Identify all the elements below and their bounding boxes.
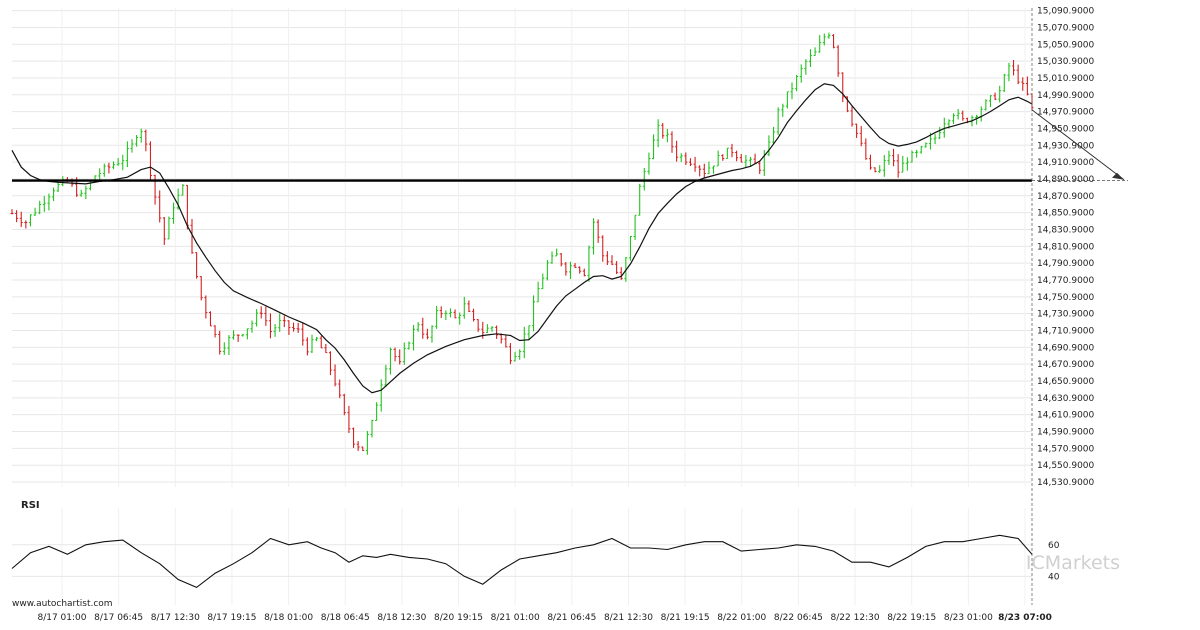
candlestick-series — [10, 32, 1034, 455]
rsi-grid — [12, 544, 1032, 577]
time-tick-label: 8/22 06:45 — [774, 613, 823, 623]
moving-average-series — [11, 83, 1033, 394]
price-tick-label: 15,070.9000 — [1037, 23, 1095, 33]
time-tick-label: 8/17 12:30 — [151, 613, 200, 623]
price-tick-label: 14,830.9000 — [1037, 225, 1095, 235]
moving-average-line — [11, 83, 1033, 394]
time-axis: 8/17 01:00 8/17 06:45 8/17 12:30 8/17 19:15… — [37, 613, 1051, 623]
time-tick-label: 8/18 01:00 — [264, 613, 313, 623]
broker-watermark: ICMarkets — [1026, 552, 1120, 574]
support-level-group — [12, 8, 1128, 605]
price-tick-label: 14,610.9000 — [1037, 411, 1095, 421]
price-tick-label: 14,910.9000 — [1037, 158, 1095, 168]
time-tick-label: 8/23 01:00 — [944, 613, 993, 623]
rsi-series — [11, 534, 1033, 589]
price-axis: 15,090.9000 15,070.9000 15,050.9000 15,030.… — [1037, 7, 1095, 488]
price-tick-label: 14,870.9000 — [1037, 192, 1095, 202]
price-tick-label: 15,090.9000 — [1037, 7, 1095, 17]
price-tick-label: 14,950.9000 — [1037, 124, 1095, 134]
time-tick-label: 8/17 19:15 — [207, 613, 256, 623]
rsi-tick-label: 40 — [1048, 572, 1060, 582]
time-tick-label: 8/22 01:00 — [717, 613, 766, 623]
projection-arrow-head — [1112, 172, 1124, 180]
price-tick-label: 14,630.9000 — [1037, 394, 1095, 404]
price-tick-label: 14,730.9000 — [1037, 310, 1095, 320]
time-tick-label: 8/22 12:30 — [831, 613, 880, 623]
time-tick-label: 8/18 06:45 — [321, 613, 370, 623]
price-tick-label: 14,810.9000 — [1037, 242, 1095, 252]
time-tick-label: 8/17 01:00 — [37, 613, 86, 623]
time-tick-label: 8/21 01:00 — [491, 613, 540, 623]
rsi-axis: 60 40 — [1048, 541, 1060, 583]
time-tick-label: 8/20 19:15 — [434, 613, 483, 623]
price-tick-label: 14,570.9000 — [1037, 444, 1095, 454]
time-tick-label: 8/17 06:45 — [94, 613, 143, 623]
time-tick-label: 8/21 06:45 — [547, 613, 596, 623]
price-tick-label: 14,690.9000 — [1037, 343, 1095, 353]
price-tick-label: 14,530.9000 — [1037, 478, 1095, 488]
price-tick-label: 14,590.9000 — [1037, 428, 1095, 438]
rsi-line — [11, 534, 1033, 589]
price-tick-label: 14,970.9000 — [1037, 108, 1095, 118]
projection-arrow-line — [1031, 109, 1125, 181]
price-tick-label: 15,050.9000 — [1037, 40, 1095, 50]
price-tick-label: 14,790.9000 — [1037, 259, 1095, 269]
time-tick-label: 8/18 12:30 — [377, 613, 426, 623]
time-tick-label: 8/21 12:30 — [604, 613, 653, 623]
time-tick-label: 8/22 19:15 — [887, 613, 936, 623]
price-tick-label: 14,710.9000 — [1037, 327, 1095, 337]
price-grid — [12, 8, 1032, 605]
rsi-tick-label: 60 — [1048, 541, 1060, 551]
price-tick-label: 14,650.9000 — [1037, 377, 1095, 387]
source-url[interactable]: www.autochartist.com — [12, 599, 113, 609]
price-tick-label: 14,770.9000 — [1037, 276, 1095, 286]
price-tick-label: 14,990.9000 — [1037, 91, 1095, 101]
price-tick-label: 14,930.9000 — [1037, 141, 1095, 151]
price-tick-label: 14,850.9000 — [1037, 209, 1095, 219]
price-tick-label: 14,890.9000 — [1037, 175, 1095, 185]
price-tick-label: 15,010.9000 — [1037, 74, 1095, 84]
price-tick-label: 14,550.9000 — [1037, 461, 1095, 471]
rsi-title: RSI — [21, 500, 40, 511]
time-tick-label: 8/21 19:15 — [661, 613, 710, 623]
time-tick-label: 8/23 07:00 — [998, 613, 1052, 623]
price-tick-label: 14,670.9000 — [1037, 360, 1095, 370]
price-tick-label: 15,030.9000 — [1037, 57, 1095, 67]
price-tick-label: 14,750.9000 — [1037, 293, 1095, 303]
